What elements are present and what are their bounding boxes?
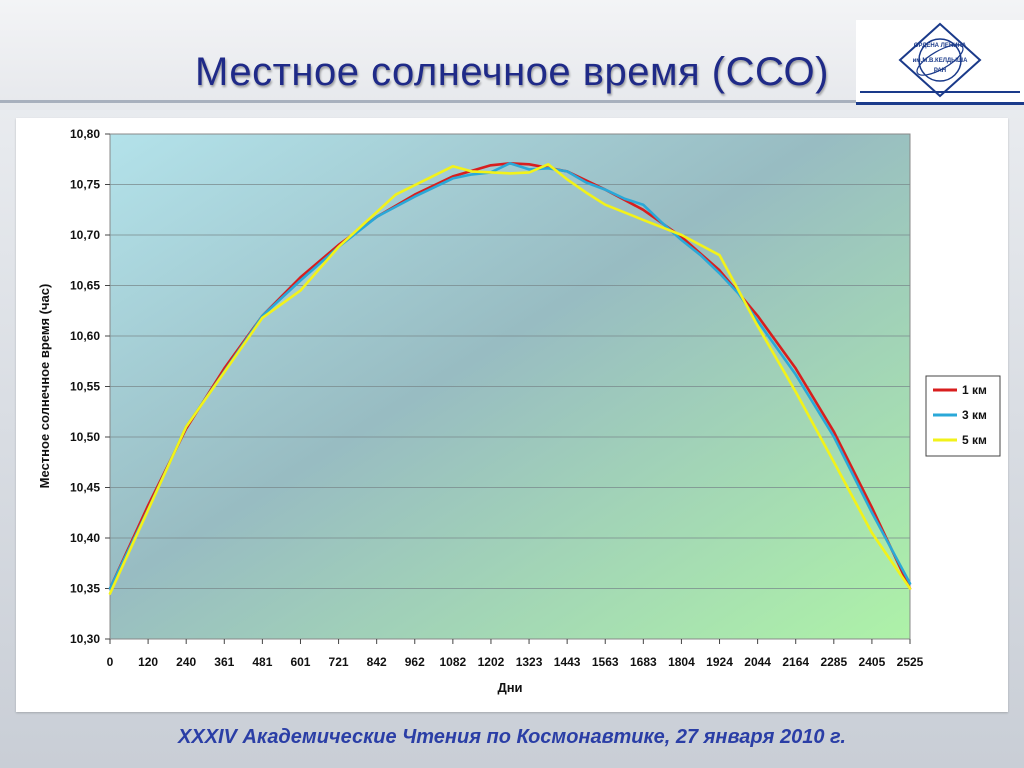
y-tick-label: 10,55 [70,380,100,394]
y-tick-label: 10,50 [70,430,100,444]
x-tick-label: 120 [138,655,158,669]
series-line [108,162,912,595]
x-tick-label: 2405 [859,655,886,669]
chart-frame: 10,30 10,35 10,40 10,45 10,50 10,55 10,60 10,65… [16,118,1008,712]
x-tick-label: 1323 [516,655,543,669]
y-tick-label: 10,65 [70,279,100,293]
x-tick-label: 481 [252,655,272,669]
svg-text:РАН: РАН [934,68,946,74]
y-tick-label: 10,35 [70,582,100,596]
header-divider [0,100,860,103]
x-tick-label: 2285 [820,655,847,669]
x-tick-label: 0 [107,655,114,669]
chart-legend: 1 км 3 км 5 км [925,375,1001,457]
legend-label: 1 км [962,383,987,397]
y-tick-label: 10,30 [70,632,100,646]
y-tick-label: 10,80 [70,127,100,141]
y-tick-label: 10,40 [70,531,100,545]
y-tick-label: 10,45 [70,481,100,495]
slide-title: Местное солнечное время (ССО) [195,50,829,94]
svg-text:им.М.В.КЕЛДЫША: им.М.В.КЕЛДЫША [913,58,969,64]
x-tick-label: 842 [367,655,387,669]
x-tick-label: 1563 [592,655,619,669]
legend-label: 3 км [962,408,987,422]
institute-logo: ОРДЕНА ЛЕНИНА им.М.В.КЕЛДЫША РАН [856,20,1024,105]
legend-label: 5 км [962,433,987,447]
footer-text: XXXIV Академические Чтения по Космонавти… [178,726,846,748]
x-tick-label: 1443 [554,655,581,669]
line-chart: 10,30 10,35 10,40 10,45 10,50 10,55 10,60 10,65… [37,127,1001,695]
y-tick-label: 10,70 [70,228,100,242]
x-tick-label: 240 [176,655,196,669]
x-tick-label: 2525 [897,655,924,669]
x-tick-label: 1082 [440,655,467,669]
y-axis-ticks: 10,30 10,35 10,40 10,45 10,50 10,55 10,60 10,65… [70,127,110,646]
x-tick-label: 601 [290,655,310,669]
x-tick-label: 962 [405,655,425,669]
x-tick-label: 1202 [478,655,505,669]
x-tick-label: 2044 [744,655,771,669]
keldysh-logo-icon: ОРДЕНА ЛЕНИНА им.М.В.КЕЛДЫША РАН [860,22,1020,98]
x-tick-label: 1924 [706,655,733,669]
x-tick-label: 361 [214,655,234,669]
x-tick-label: 2164 [782,655,809,669]
series-lines [108,161,912,595]
x-axis-ticks: 0 120 240 361 481 601 721 842 962 1082 1202 1323 144… [107,639,924,669]
y-axis-title: Местное солнечное время (час) [37,284,52,489]
x-axis-title: Дни [497,680,522,695]
grid-lines [110,184,910,589]
y-tick-label: 10,75 [70,178,100,192]
slide-header [0,0,1024,110]
x-tick-label: 1804 [668,655,695,669]
x-tick-label: 1683 [630,655,657,669]
x-tick-label: 721 [329,655,349,669]
y-tick-label: 10,60 [70,329,100,343]
svg-text:ОРДЕНА ЛЕНИНА: ОРДЕНА ЛЕНИНА [914,43,967,49]
